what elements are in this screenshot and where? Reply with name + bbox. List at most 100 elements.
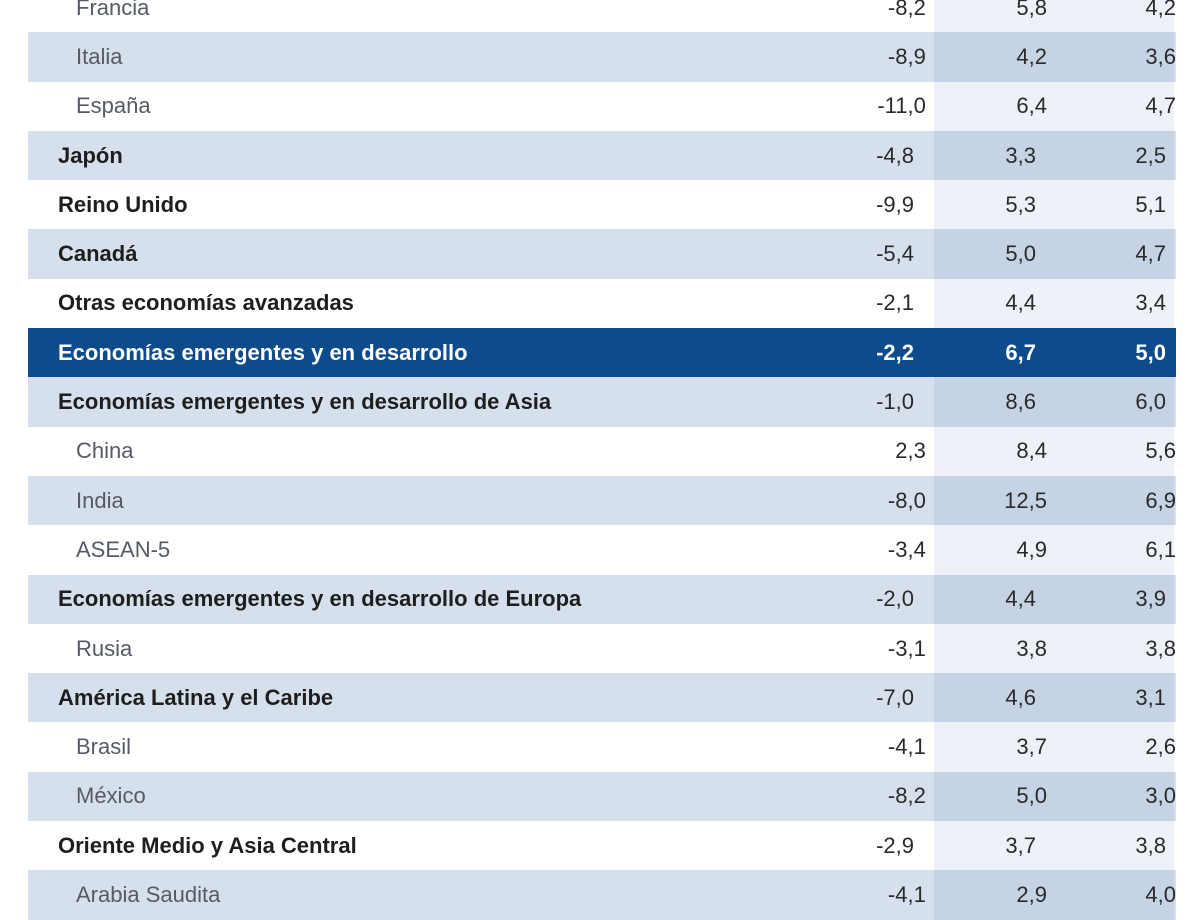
table-row: Economías emergentes y en desarrollo de … xyxy=(28,377,1176,427)
table-row: Oriente Medio y Asia Central -2,9 3,7 3,8 xyxy=(28,821,1176,871)
row-label: Economías emergentes y en desarrollo de … xyxy=(58,389,552,415)
table-row: Italia -8,9 4,2 3,6 xyxy=(28,32,1177,82)
table-cell: -5,4 xyxy=(876,241,914,267)
table-row: Otras economías avanzadas -2,1 4,4 3,4 xyxy=(28,278,1176,329)
table-cell: 6,0 xyxy=(1135,389,1166,415)
table-cell: 3,0 xyxy=(1145,783,1177,809)
table-row: India -8,0 12,5 6,9 xyxy=(28,475,1177,526)
projection-column-background xyxy=(934,180,1174,230)
projection-column-background xyxy=(934,475,1174,526)
table-cell: 5,0 xyxy=(1135,339,1166,365)
row-label: Oriente Medio y Asia Central xyxy=(58,832,357,858)
table-cell: -1,0 xyxy=(876,389,914,415)
table-cell: 3,7 xyxy=(1005,832,1036,858)
table-cell: 8,4 xyxy=(1016,438,1047,464)
row-label: Economías emergentes y en desarrollo xyxy=(58,339,468,365)
row-label: India xyxy=(76,487,124,513)
projection-column-background xyxy=(934,278,1174,329)
table-cell: 6,9 xyxy=(1145,487,1177,513)
projection-column-background xyxy=(934,771,1174,822)
projection-column-background xyxy=(934,130,1174,181)
table-cell: 8,6 xyxy=(1005,389,1036,415)
table-cell: -2,0 xyxy=(876,586,914,612)
table-row: ASEAN-5 -3,4 4,9 6,1 xyxy=(28,525,1176,575)
growth-table: Francia -8,2 5,8 4,2 Italia -8,9 4,2 3,6 España -… xyxy=(28,0,1176,920)
table-cell: -2,1 xyxy=(876,290,914,316)
table-cell: 6,7 xyxy=(1005,339,1036,365)
table-row: Rusia -3,1 3,8 3,8 xyxy=(28,623,1177,674)
row-label: América Latina y el Caribe xyxy=(58,684,334,710)
table-row: China 2,3 8,4 5,6 xyxy=(28,426,1177,476)
row-label: ASEAN-5 xyxy=(76,536,171,562)
projection-column-background xyxy=(934,0,1174,33)
projection-column-background xyxy=(934,722,1174,772)
table-cell: -4,8 xyxy=(876,142,914,168)
table-cell: -2,9 xyxy=(876,832,914,858)
table-row: Economías emergentes y en desarrollo de … xyxy=(28,574,1176,624)
table-row: Brasil -4,1 3,7 2,6 xyxy=(28,722,1177,772)
projection-column-background xyxy=(934,377,1174,427)
table-cell: -4,1 xyxy=(887,734,926,760)
projection-column-background xyxy=(934,821,1174,871)
table-row: Francia -8,2 5,8 4,2 xyxy=(28,0,1177,33)
table-cell: 4,4 xyxy=(1005,290,1036,316)
projection-column-background xyxy=(934,32,1174,82)
table-cell: 3,9 xyxy=(1135,586,1166,612)
table-row: México -8,2 5,0 3,0 xyxy=(28,771,1177,822)
table-cell: 5,0 xyxy=(1005,241,1036,267)
table-cell: 5,3 xyxy=(1005,191,1036,217)
table-cell: 3,8 xyxy=(1145,635,1177,661)
projection-column-background xyxy=(934,623,1174,674)
table-cell: -11,0 xyxy=(877,93,926,119)
row-label: Otras economías avanzadas xyxy=(58,290,354,316)
projection-column-background xyxy=(934,525,1174,575)
row-label: Japón xyxy=(58,142,123,168)
table-row: España -11,0 6,4 4,7 xyxy=(28,81,1177,131)
table-cell: -8,2 xyxy=(887,0,926,20)
table-cell: 4,6 xyxy=(1005,684,1036,710)
table-row: Canadá -5,4 5,0 4,7 xyxy=(28,229,1176,279)
table-cell: 5,8 xyxy=(1016,0,1047,20)
table-cell: 4,4 xyxy=(1005,586,1036,612)
row-label: China xyxy=(76,438,134,464)
table-cell: 12,5 xyxy=(1004,487,1047,513)
table-row: América Latina y el Caribe -7,0 4,6 3,1 xyxy=(28,673,1176,723)
table-cell: 4,9 xyxy=(1016,536,1047,562)
table-cell: 4,7 xyxy=(1135,241,1166,267)
projection-column-background xyxy=(934,81,1174,131)
table-cell: 4,2 xyxy=(1016,43,1047,69)
row-label: Italia xyxy=(76,43,123,69)
table-cell: 5,6 xyxy=(1145,438,1177,464)
table-cell: 5,1 xyxy=(1135,191,1166,217)
table-row: Reino Unido -9,9 5,3 5,1 xyxy=(28,180,1176,230)
table-cell: -7,0 xyxy=(876,684,914,710)
table-cell: 6,4 xyxy=(1016,93,1047,119)
table-cell: 5,0 xyxy=(1016,783,1047,809)
row-label: Brasil xyxy=(76,734,132,760)
row-label: Canadá xyxy=(58,241,138,267)
table-cell: -4,1 xyxy=(887,881,926,907)
table-cell: 3,6 xyxy=(1145,43,1177,69)
row-label: Arabia Saudita xyxy=(76,881,221,907)
row-label: Rusia xyxy=(76,635,133,661)
row-label: México xyxy=(76,783,146,809)
table-cell: 3,3 xyxy=(1005,142,1036,168)
projection-column-background xyxy=(934,574,1174,624)
table-row: Economías emergentes y en desarrollo -2,2… xyxy=(28,328,1176,378)
projection-column-background xyxy=(934,673,1174,723)
table-cell: 2,5 xyxy=(1135,142,1166,168)
table-cell: 2,3 xyxy=(895,438,926,464)
table-cell: 4,2 xyxy=(1145,0,1177,20)
table-row: Japón -4,8 3,3 2,5 xyxy=(28,130,1176,181)
table-row: Arabia Saudita -4,1 2,9 4,0 xyxy=(28,870,1176,920)
table-cell: 2,9 xyxy=(1016,881,1047,907)
table-cell: -3,4 xyxy=(887,536,926,562)
table-cell: 2,6 xyxy=(1145,734,1177,760)
projection-column-background xyxy=(934,328,1174,378)
row-label: Economías emergentes y en desarrollo de … xyxy=(58,586,582,612)
row-label: Reino Unido xyxy=(58,191,188,217)
row-label: España xyxy=(76,93,151,119)
projection-column-background xyxy=(934,229,1174,279)
table-cell: -3,1 xyxy=(887,635,926,661)
table-cell: 4,7 xyxy=(1145,93,1177,119)
